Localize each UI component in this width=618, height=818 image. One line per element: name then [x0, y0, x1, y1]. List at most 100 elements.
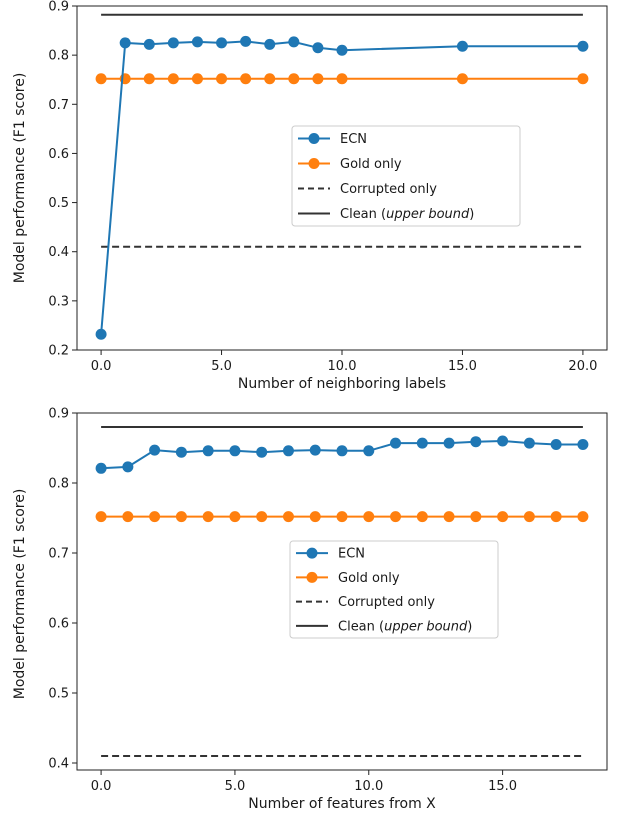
data-point-ecn	[336, 44, 348, 56]
legend-box	[291, 125, 521, 227]
data-point-gold	[95, 511, 107, 523]
data-point-gold	[202, 511, 214, 523]
data-point-gold	[216, 73, 228, 85]
data-point-ecn	[416, 437, 428, 449]
legend-label-corrupted: Corrupted only	[340, 182, 437, 197]
series-ecn	[95, 35, 589, 340]
data-point-gold	[550, 511, 562, 523]
legend-label-ecn: ECN	[338, 547, 365, 562]
data-point-gold	[363, 511, 375, 523]
data-point-ecn	[456, 40, 468, 52]
chart-2: 0.4 0.5 0.6 0.7 0.8 0.9 0.0 5.0 10.0 15.0 Number o…	[12, 407, 608, 812]
data-point-gold	[497, 511, 509, 523]
legend-label-gold: Gold only	[338, 571, 400, 586]
y-tick-label: 0.7	[48, 98, 69, 113]
plot-frame	[76, 412, 608, 771]
data-point-ecn	[390, 437, 402, 449]
data-point-ecn	[363, 445, 375, 457]
data-point-gold	[288, 73, 300, 85]
data-point-ecn	[256, 446, 268, 458]
y-tick-label: 0.8	[48, 49, 69, 64]
data-point-gold	[312, 73, 324, 85]
data-point-ecn	[497, 435, 509, 447]
y-axis-label: Model performance (F1 score)	[12, 73, 28, 284]
data-point-gold	[282, 511, 294, 523]
data-point-ecn	[550, 439, 562, 450]
legend: ECN Gold only Corrupted only Clean (upper b…	[289, 540, 499, 639]
data-point-ecn	[191, 36, 203, 48]
data-point-gold	[264, 73, 276, 85]
series-ecn	[95, 435, 589, 474]
data-point-gold	[523, 511, 535, 523]
y-tick-label: 0.3	[48, 294, 69, 309]
legend-marker-ecn	[306, 547, 318, 559]
data-point-ecn	[523, 437, 535, 449]
x-tick-label: 0.0	[91, 359, 112, 374]
x-tick-label: 10.0	[354, 779, 383, 794]
data-point-ecn	[143, 38, 155, 50]
data-point-gold	[416, 511, 428, 523]
x-tick-label: 15.0	[448, 359, 477, 374]
data-point-ecn	[577, 439, 589, 450]
data-point-gold	[143, 73, 155, 85]
data-point-ecn	[202, 445, 214, 457]
y-tick-label: 0.2	[48, 344, 69, 359]
data-point-ecn	[336, 445, 348, 457]
y-tick-label: 0.5	[48, 196, 69, 211]
data-point-ecn	[312, 42, 324, 54]
y-tick-label: 0.6	[48, 617, 69, 632]
x-tick-label: 5.0	[225, 779, 246, 794]
data-point-gold	[577, 73, 589, 85]
data-point-ecn	[240, 35, 252, 47]
legend-label-corrupted: Corrupted only	[338, 595, 435, 610]
legend-marker-gold	[308, 158, 320, 169]
data-point-ecn	[175, 446, 187, 458]
data-point-gold	[95, 73, 107, 85]
data-point-gold	[336, 73, 348, 85]
legend-box	[289, 540, 499, 639]
x-tick-label: 20.0	[568, 359, 597, 374]
data-point-ecn	[167, 37, 179, 49]
legend-marker-ecn	[308, 133, 320, 144]
data-point-ecn	[95, 462, 107, 474]
data-point-ecn	[443, 437, 455, 449]
y-tick-label: 0.8	[48, 477, 69, 492]
x-tick-label: 5.0	[211, 359, 232, 374]
data-point-ecn	[288, 36, 300, 48]
y-tick-label: 0.4	[48, 757, 69, 772]
data-point-gold	[175, 511, 187, 523]
legend-label-ecn: ECN	[340, 132, 367, 147]
x-axis-label: Number of neighboring labels	[238, 376, 446, 392]
x-tick-label: 10.0	[328, 359, 357, 374]
data-point-gold	[456, 73, 468, 85]
y-tick-label: 0.7	[48, 547, 69, 562]
data-point-gold	[443, 511, 455, 523]
data-point-ecn	[216, 37, 228, 49]
data-point-gold	[149, 511, 161, 523]
y-axis-label: Model performance (F1 score)	[12, 489, 28, 700]
y-tick-label: 0.5	[48, 687, 69, 702]
y-tick-label: 0.6	[48, 147, 69, 162]
data-point-gold	[336, 511, 348, 523]
data-point-ecn	[95, 328, 107, 340]
data-point-ecn	[229, 445, 241, 457]
data-point-gold	[191, 73, 203, 85]
legend-label-clean: Clean (upper bound)	[338, 619, 472, 634]
data-point-gold	[470, 511, 482, 523]
data-point-gold	[390, 511, 402, 523]
legend-label-clean: Clean (upper bound)	[340, 207, 474, 222]
series-gold	[95, 511, 589, 523]
data-point-ecn	[577, 40, 589, 52]
chart-1: 0.2 0.3 0.4 0.5 0.6 0.7 0.8 0.9 0.0 5.0 10.0 15.0 20…	[12, 0, 608, 392]
x-axis-label: Number of features from X	[248, 796, 436, 812]
y-tick-label: 0.9	[48, 0, 69, 15]
data-point-ecn	[264, 38, 276, 50]
data-point-gold	[229, 511, 241, 523]
data-point-ecn	[470, 436, 482, 448]
series-gold	[95, 73, 589, 85]
data-point-ecn	[149, 444, 161, 456]
data-point-gold	[240, 73, 252, 85]
data-point-ecn	[122, 461, 134, 473]
legend-marker-gold	[306, 571, 318, 583]
x-tick-label: 15.0	[488, 779, 517, 794]
